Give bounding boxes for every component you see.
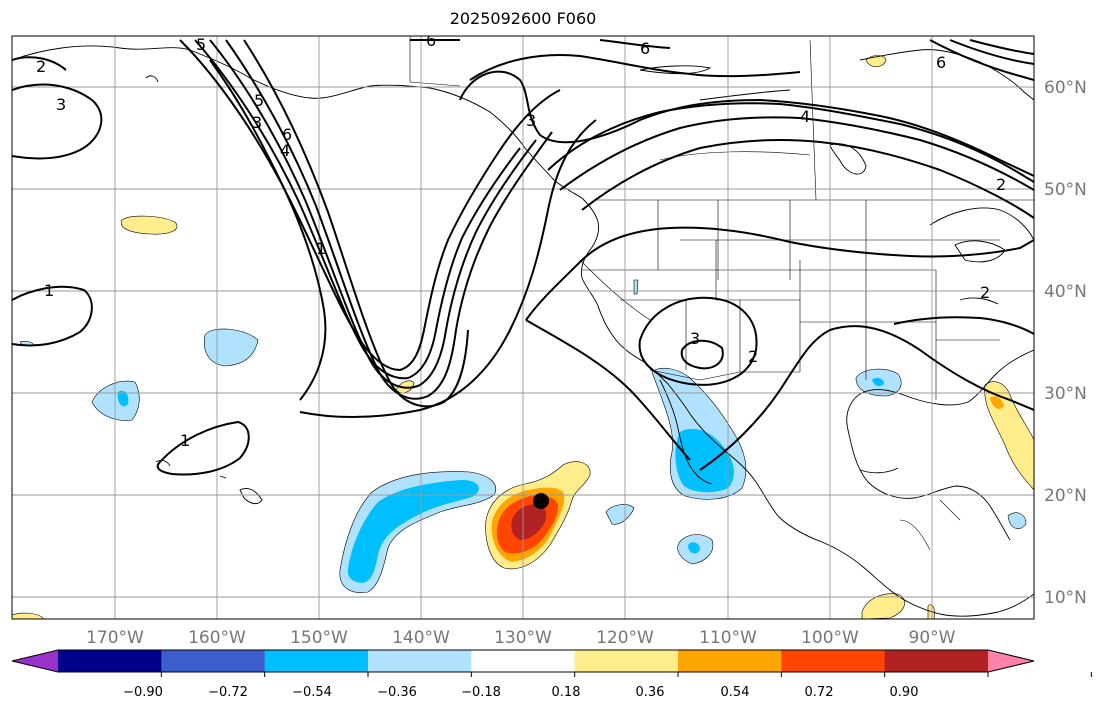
colorbar-segment <box>678 650 782 672</box>
contour-label: 2 <box>996 175 1006 194</box>
colorbar-extend-low <box>12 650 58 672</box>
contour-label: 1 <box>180 431 190 450</box>
contour-label: 6 <box>282 125 292 144</box>
cool-patch-baja-core <box>675 428 734 493</box>
longitude-label: 120°W <box>596 628 654 648</box>
graticule <box>12 36 1034 619</box>
longitude-label: 100°W <box>801 628 859 648</box>
contour-label: 3 <box>690 329 700 348</box>
warm-patch-4 <box>861 593 905 619</box>
contour-label: 5 <box>254 91 264 110</box>
latitude-label: 50°N <box>1044 180 1087 200</box>
latitude-label: 40°N <box>1044 282 1087 302</box>
colorbar-segment <box>884 650 989 672</box>
colorbar-extend-high <box>988 650 1034 672</box>
colorbar: −0.90 −0.72 −0.54 −0.36 −0.18 0.18 0.36 … <box>11 649 1092 700</box>
latitude-axis: 60°N 50°N 40°N 30°N 20°N 10°N <box>1044 78 1087 608</box>
longitude-label: 130°W <box>494 628 552 648</box>
longitude-label: 90°W <box>909 628 956 648</box>
contour-label: 4 <box>280 141 290 160</box>
colorbar-tick-label: −0.36 <box>377 685 417 700</box>
colorbar-tick-label: −0.72 <box>208 685 248 700</box>
cool-patch-small <box>633 279 639 295</box>
colorbar-segment <box>368 650 472 672</box>
cool-patch-hawaii-west-core <box>117 390 129 407</box>
cool-patch-gulf-core <box>872 377 884 387</box>
longitude-label: 110°W <box>699 628 757 648</box>
longitude-label: 170°W <box>86 628 144 648</box>
warm-patch-7 <box>12 612 45 619</box>
longitude-label: 160°W <box>188 628 246 648</box>
contour-label: 5 <box>196 35 206 54</box>
colorbar-segment <box>58 650 162 672</box>
contour-label: 2 <box>36 57 46 76</box>
warm-anomaly-peak <box>511 504 547 540</box>
colorbar-segments <box>12 650 1034 672</box>
contour-label: 3 <box>252 113 262 132</box>
anomaly-shading <box>12 55 1034 619</box>
colorbar-tick-label: −0.54 <box>292 685 332 700</box>
warm-patch-1 <box>120 215 178 235</box>
cool-patch-5 <box>605 504 635 525</box>
colorbar-segment <box>471 650 576 672</box>
latitude-label: 20°N <box>1044 486 1087 506</box>
cool-patch-caribbean <box>1007 512 1027 529</box>
colorbar-tick-label: −0.18 <box>461 685 501 700</box>
colorbar-segment <box>161 650 266 672</box>
longitude-axis: 170°W 160°W 150°W 140°W 130°W 120°W 110°… <box>86 628 956 648</box>
contour-label: 3 <box>56 95 66 114</box>
colorbar-tick-label: 0.36 <box>636 685 665 700</box>
colorbar-tick-label: −0.90 <box>123 685 163 700</box>
colorbar-segment <box>264 650 369 672</box>
cool-patch-6-core <box>688 542 700 554</box>
cool-patch-2 <box>204 328 259 367</box>
longitude-label: 140°W <box>392 628 450 648</box>
cool-anomaly-band-core <box>347 480 479 583</box>
colorbar-tick-labels: −0.90 −0.72 −0.54 −0.36 −0.18 0.18 0.36 … <box>123 685 918 700</box>
contour-label: 2 <box>980 283 990 302</box>
contour-label: 6 <box>936 53 946 72</box>
contour-lines <box>12 39 1034 476</box>
contour-label: 4 <box>800 107 810 126</box>
contour-label: 6 <box>640 39 650 58</box>
contour-label: 1 <box>44 281 54 300</box>
colorbar-segment <box>781 650 886 672</box>
colorbar-tick-label: 0.54 <box>721 685 750 700</box>
contour-label: 6 <box>426 31 436 50</box>
storm-center-marker <box>533 493 549 509</box>
colorbar-tick-label: 0.72 <box>805 685 834 700</box>
latitude-label: 30°N <box>1044 384 1087 404</box>
latitude-label: 10°N <box>1044 588 1087 608</box>
colorbar-tick-label: 0.18 <box>552 685 581 700</box>
contour-label: 2 <box>748 347 758 366</box>
colorbar-segment <box>574 650 679 672</box>
contour-label: 1 <box>316 239 326 258</box>
warm-patch-6 <box>990 396 1004 409</box>
colorbar-outline <box>11 649 1035 673</box>
latitude-label: 60°N <box>1044 78 1087 98</box>
map-frame <box>11 35 1035 620</box>
colorbar-tick-label: 0.90 <box>890 685 919 700</box>
warm-patch-2 <box>865 55 887 68</box>
coastlines <box>12 45 1034 617</box>
longitude-label: 150°W <box>290 628 348 648</box>
warm-patch-5 <box>984 381 1034 491</box>
contour-label: 3 <box>526 111 536 130</box>
cool-patch-hawaii-west <box>91 380 140 421</box>
colorbar-ticks <box>160 672 1092 677</box>
map-title: 2025092600 F060 <box>449 9 597 28</box>
contour-label-group: 1 1 1 2 2 2 2 3 3 3 3 6 6 6 6 5 5 4 4 <box>36 31 1006 450</box>
